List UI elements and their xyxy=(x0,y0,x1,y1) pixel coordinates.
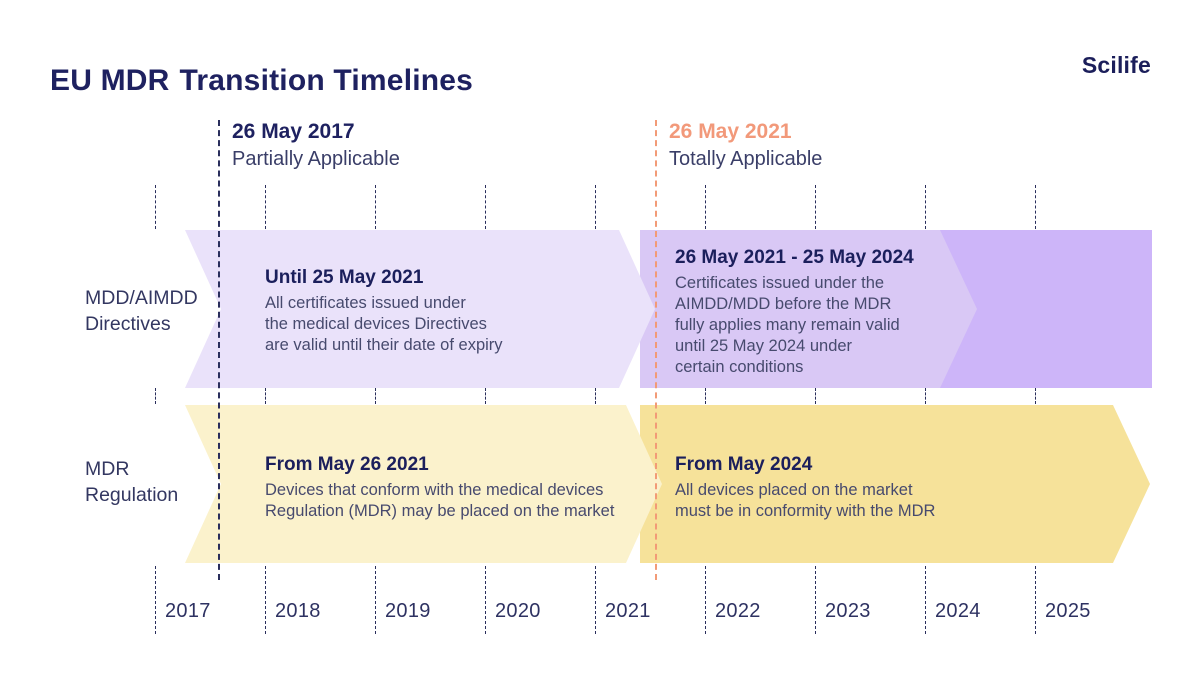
band-mdr-segment-2 xyxy=(640,405,1150,563)
segment-heading: 26 May 2021 - 25 May 2024 xyxy=(675,247,914,268)
segment-body: Devices that conform with the medical de… xyxy=(265,481,615,520)
year-label-2020: 2020 xyxy=(495,600,541,622)
year-tick-2023 xyxy=(815,388,816,404)
row-label-mdr: MDR Regulation xyxy=(85,458,179,506)
year-tick-2019 xyxy=(375,388,376,404)
band-mdd-segment-1 xyxy=(185,230,655,388)
band-mdr-segment-1 xyxy=(185,405,662,563)
year-label-2024: 2024 xyxy=(935,600,981,622)
year-tick-2019 xyxy=(375,566,376,634)
year-tick-2022 xyxy=(705,566,706,634)
milestone-2017-date: 26 May 2017 xyxy=(232,120,355,143)
band-mdr-segment-2-text: From May 2024 All devices placed on the … xyxy=(675,453,935,522)
milestone-2021-label: 26 May 2021 Totally Applicable xyxy=(669,118,822,173)
milestone-2021-date: 26 May 2021 xyxy=(669,120,792,143)
year-tick-2025 xyxy=(1035,566,1036,634)
year-tick-2018 xyxy=(265,388,266,404)
milestone-2017-subtitle: Partially Applicable xyxy=(232,148,400,170)
year-tick-2017 xyxy=(155,185,156,229)
milestone-2021-line xyxy=(655,120,657,580)
year-label-2023: 2023 xyxy=(825,600,871,622)
scilife-logo: Scilife xyxy=(1081,52,1151,78)
year-tick-2023 xyxy=(815,185,816,229)
band-mdr-segment-1-text: From May 26 2021 Devices that conform wi… xyxy=(265,453,614,522)
page-title-bold: EU MDR xyxy=(50,64,170,98)
year-tick-2025 xyxy=(1035,388,1036,404)
year-tick-2023 xyxy=(815,566,816,634)
year-tick-2024 xyxy=(925,566,926,634)
segment-heading: Until 25 May 2021 xyxy=(265,267,424,288)
milestone-2017-label: 26 May 2017 Partially Applicable xyxy=(232,118,400,173)
year-tick-2020 xyxy=(485,566,486,634)
year-tick-2018 xyxy=(265,185,266,229)
year-tick-2024 xyxy=(925,388,926,404)
segment-body: All certificates issued under the medica… xyxy=(265,294,503,354)
year-tick-2022 xyxy=(705,388,706,404)
year-label-2018: 2018 xyxy=(275,600,321,622)
year-label-2019: 2019 xyxy=(385,600,431,622)
year-tick-2020 xyxy=(485,388,486,404)
year-tick-2024 xyxy=(925,185,926,229)
segment-body: All devices placed on the market must be… xyxy=(675,481,936,520)
milestone-2021-subtitle: Totally Applicable xyxy=(669,148,823,170)
band-mdd-aimdd: Until 25 May 2021 All certificates issue… xyxy=(0,230,1200,388)
page-title: EU MDR Transition Timelines xyxy=(50,64,473,98)
band-mdr: From May 26 2021 Devices that conform wi… xyxy=(0,405,1200,563)
year-tick-2022 xyxy=(705,185,706,229)
year-label-2021: 2021 xyxy=(605,600,651,622)
year-tick-2017 xyxy=(155,566,156,634)
band-mdd-segment-2-text: 26 May 2021 - 25 May 2024 Certificates i… xyxy=(675,246,914,378)
year-tick-2018 xyxy=(265,566,266,634)
page-title-rest: Transition Timelines xyxy=(179,64,474,98)
year-label-2017: 2017 xyxy=(165,600,211,622)
milestone-2017-line xyxy=(218,120,220,580)
year-label-2025: 2025 xyxy=(1045,600,1091,622)
year-tick-2021 xyxy=(595,185,596,229)
year-tick-2017 xyxy=(155,388,156,404)
year-tick-2020 xyxy=(485,185,486,229)
band-mdd-segment-1-text: Until 25 May 2021 All certificates issue… xyxy=(265,266,503,356)
year-tick-2021 xyxy=(595,566,596,634)
segment-heading: From May 2024 xyxy=(675,454,813,475)
year-tick-2025 xyxy=(1035,185,1036,229)
row-label-mdd-aimdd: MDD/AIMDD Directives xyxy=(85,287,198,335)
year-tick-2021 xyxy=(595,388,596,404)
segment-body: Certificates issued under the AIMDD/MDD … xyxy=(675,274,900,376)
year-label-2022: 2022 xyxy=(715,600,761,622)
band-mdd-segment-2 xyxy=(640,230,977,388)
year-tick-2019 xyxy=(375,185,376,229)
segment-heading: From May 26 2021 xyxy=(265,454,429,475)
